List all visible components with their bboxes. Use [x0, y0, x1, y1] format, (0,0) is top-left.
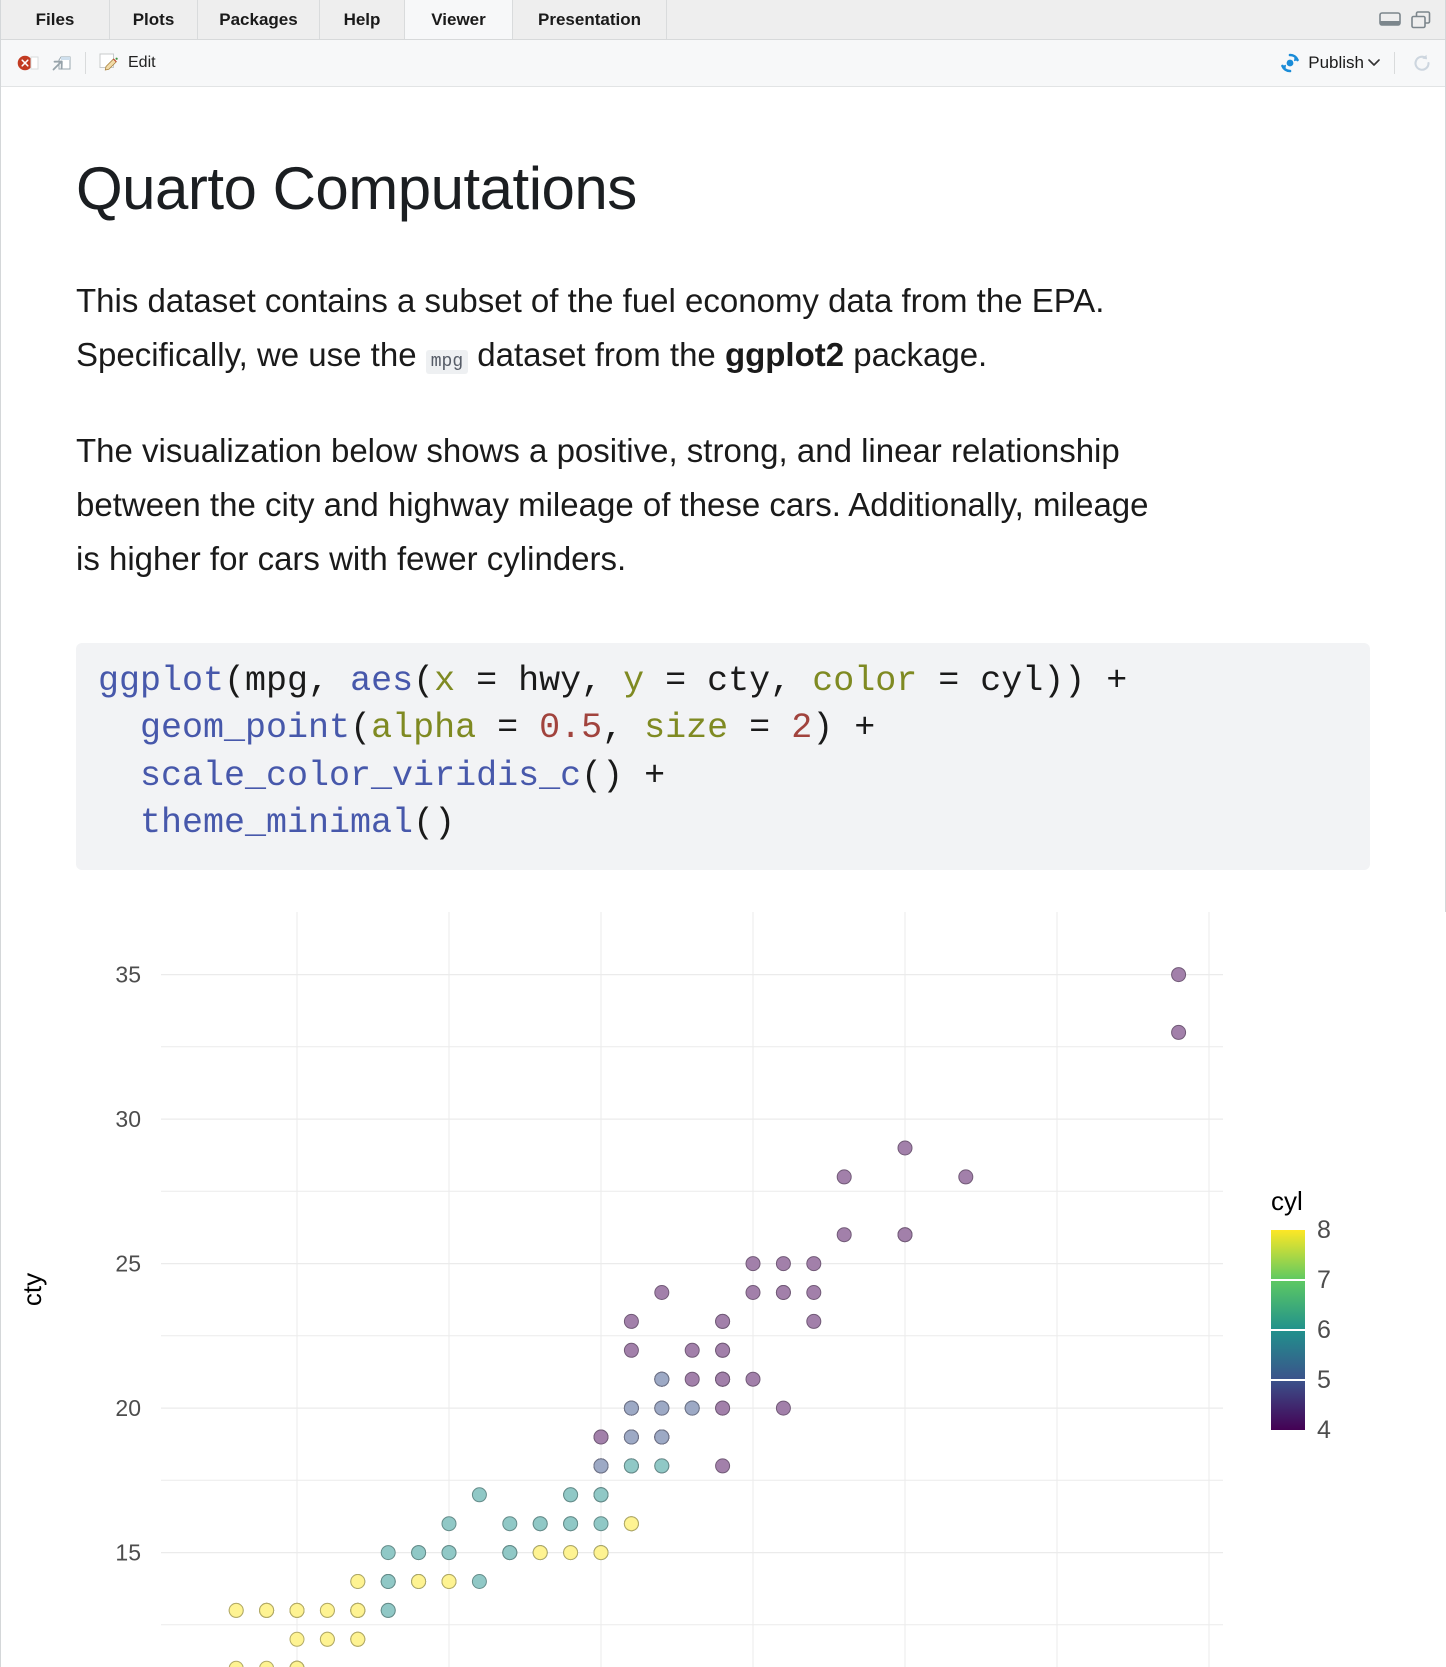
svg-text:5: 5 [1317, 1366, 1331, 1394]
svg-text:25: 25 [115, 1251, 141, 1277]
svg-text:7: 7 [1317, 1266, 1331, 1294]
svg-text:15: 15 [115, 1540, 141, 1566]
svg-text:cty: cty [17, 1273, 47, 1306]
svg-text:8: 8 [1317, 1216, 1331, 1244]
svg-text:20: 20 [115, 1395, 141, 1421]
svg-text:4: 4 [1317, 1416, 1331, 1444]
svg-text:cyl: cyl [1271, 1186, 1303, 1216]
svg-text:35: 35 [115, 962, 141, 988]
svg-text:6: 6 [1317, 1316, 1331, 1344]
svg-text:30: 30 [115, 1106, 141, 1132]
